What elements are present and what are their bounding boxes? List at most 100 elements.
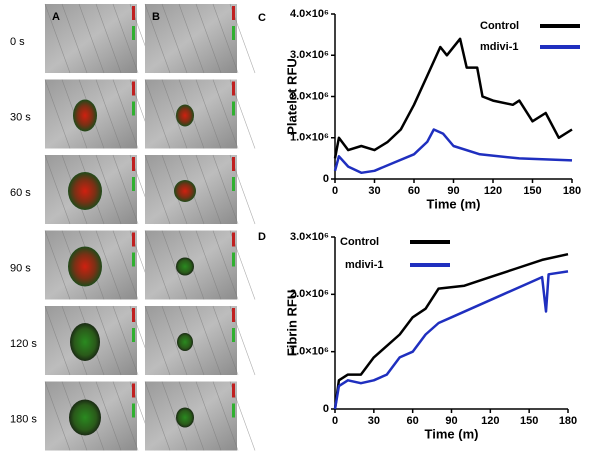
- y-tick-label: 3.0×10⁶: [290, 231, 329, 243]
- texture: [112, 3, 139, 74]
- texture: [195, 230, 222, 300]
- y-tick-label: 1.0×10⁶: [290, 346, 329, 358]
- y-tick-label: 1.0×10⁶: [290, 132, 329, 144]
- texture: [161, 3, 188, 74]
- x-axis-label: Time (m): [425, 426, 479, 441]
- texture: [112, 305, 139, 376]
- texture: [144, 230, 171, 300]
- thrombus: [176, 104, 194, 127]
- scale-red: [232, 6, 235, 20]
- texture: [95, 154, 122, 225]
- series-line: [333, 37, 573, 159]
- thrombus: [176, 257, 194, 276]
- texture: [44, 305, 71, 376]
- y-tick-label: 4.0×10⁶: [290, 8, 329, 20]
- thrombus: [174, 180, 196, 202]
- texture: [212, 305, 239, 376]
- x-axis-label: Time (m): [427, 196, 481, 211]
- scale-red: [132, 232, 135, 247]
- panel-label: B: [152, 11, 160, 23]
- texture: [195, 305, 222, 376]
- texture: [112, 381, 139, 451]
- scale-red: [232, 308, 235, 322]
- x-tick-label: 150: [523, 185, 541, 197]
- scale-red: [232, 383, 235, 398]
- y-tick-label: 0: [323, 173, 329, 185]
- x-tick-label: 150: [520, 415, 538, 427]
- x-tick-label: 60: [408, 185, 420, 197]
- texture: [144, 3, 171, 74]
- scale-green: [232, 26, 235, 40]
- texture: [212, 3, 239, 74]
- scale-green: [132, 101, 135, 116]
- time-label: 60 s: [10, 187, 31, 199]
- micrograph: [145, 4, 237, 73]
- time-label: 120 s: [10, 338, 37, 350]
- scale-green: [232, 328, 235, 342]
- x-tick-label: 30: [368, 185, 380, 197]
- texture: [112, 230, 139, 300]
- scale-red: [232, 81, 235, 96]
- texture: [95, 3, 122, 74]
- texture: [112, 79, 139, 149]
- scale-green: [132, 177, 135, 191]
- panel-label: D: [258, 231, 266, 243]
- scale-green: [132, 252, 135, 267]
- texture: [212, 230, 239, 300]
- micrograph: [45, 4, 137, 73]
- legend-label: mdivi-1: [480, 41, 519, 53]
- x-tick-label: 180: [563, 185, 581, 197]
- scale-green: [232, 403, 235, 418]
- texture: [161, 381, 188, 451]
- legend-label: Control: [480, 20, 519, 32]
- time-label: 180 s: [10, 413, 37, 425]
- texture: [44, 230, 71, 300]
- y-axis-label: Fibrin RFU: [284, 290, 299, 356]
- texture: [195, 154, 222, 225]
- x-tick-label: 0: [332, 415, 338, 427]
- x-tick-label: 120: [484, 185, 502, 197]
- texture: [61, 3, 88, 74]
- texture: [212, 154, 239, 225]
- texture: [161, 305, 188, 376]
- texture: [44, 3, 71, 74]
- texture: [95, 381, 122, 451]
- x-tick-label: 120: [481, 415, 499, 427]
- texture: [144, 305, 171, 376]
- scale-green: [232, 252, 235, 267]
- thrombus: [68, 246, 102, 287]
- y-tick-label: 2.0×10⁶: [290, 288, 329, 300]
- scale-red: [232, 232, 235, 247]
- thrombus: [177, 333, 193, 351]
- x-tick-label: 60: [407, 415, 419, 427]
- series-line: [333, 252, 569, 410]
- texture: [95, 230, 122, 300]
- legend-label: Control: [340, 236, 379, 248]
- texture: [95, 79, 122, 149]
- texture: [195, 3, 222, 74]
- scale-red: [132, 81, 135, 96]
- thrombus: [176, 407, 194, 428]
- texture: [144, 79, 171, 149]
- scale-green: [132, 403, 135, 418]
- y-tick-label: 3.0×10⁶: [290, 49, 329, 61]
- legend-label: mdivi-1: [345, 259, 384, 271]
- y-axis-label: Platelet RFU: [284, 58, 299, 135]
- scale-red: [232, 157, 235, 171]
- thrombus: [68, 172, 102, 210]
- thrombus: [73, 99, 97, 132]
- texture: [161, 79, 188, 149]
- y-tick-label: 2.0×10⁶: [290, 90, 329, 102]
- series-line: [333, 270, 569, 410]
- texture: [144, 381, 171, 451]
- texture: [195, 79, 222, 149]
- texture: [112, 154, 139, 225]
- scale-green: [232, 177, 235, 191]
- texture: [212, 381, 239, 451]
- scale-red: [132, 308, 135, 322]
- scale-green: [132, 26, 135, 40]
- texture: [195, 381, 222, 451]
- panel-label: C: [258, 12, 266, 24]
